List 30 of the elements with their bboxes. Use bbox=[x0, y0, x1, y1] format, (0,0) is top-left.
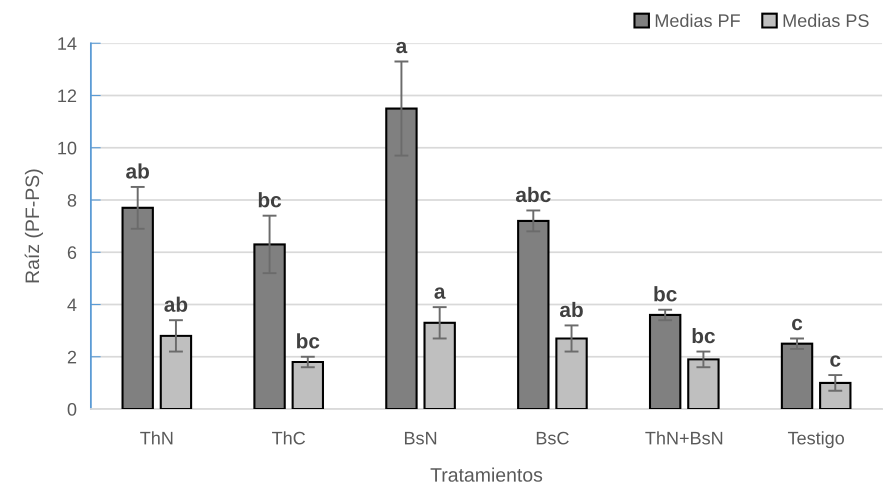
x-tick-label: ThN bbox=[140, 431, 172, 444]
x-tick-label: ThN+BsN bbox=[645, 431, 722, 445]
data-label: ab bbox=[560, 302, 583, 318]
x-tick-label: Testigo bbox=[788, 431, 844, 448]
y-axis-title: Raíz (PF-PS) bbox=[24, 170, 44, 282]
data-label: bc bbox=[297, 333, 320, 348]
y-tick-label: 10 bbox=[58, 142, 76, 154]
data-label: ab bbox=[164, 296, 188, 312]
data-label: bc bbox=[654, 286, 677, 302]
data-label: ab bbox=[126, 163, 149, 179]
data-label: c bbox=[792, 318, 802, 330]
x-tick-label: BsC bbox=[536, 432, 569, 445]
y-tick-label: 14 bbox=[58, 37, 76, 50]
legend-label: Medias PF bbox=[656, 14, 740, 28]
y-tick-label: 0 bbox=[68, 402, 76, 416]
y-tick-label: 4 bbox=[67, 298, 76, 312]
data-label: a bbox=[396, 42, 408, 54]
y-tick-label: 12 bbox=[58, 89, 76, 102]
x-tick-label: ThC bbox=[272, 431, 306, 445]
y-tick-label: 8 bbox=[68, 194, 76, 207]
data-label: bc bbox=[258, 192, 282, 208]
x-axis-title: Tratamientos bbox=[430, 468, 542, 482]
data-label: abc bbox=[516, 186, 551, 202]
data-label: bc bbox=[692, 328, 715, 344]
data-label: c bbox=[830, 355, 840, 367]
legend-label: Medias PS bbox=[784, 14, 869, 28]
y-tick-label: 6 bbox=[68, 246, 76, 259]
y-tick-label: 2 bbox=[68, 350, 76, 364]
data-label: a bbox=[434, 287, 446, 299]
x-tick-label: BsN bbox=[404, 432, 436, 445]
